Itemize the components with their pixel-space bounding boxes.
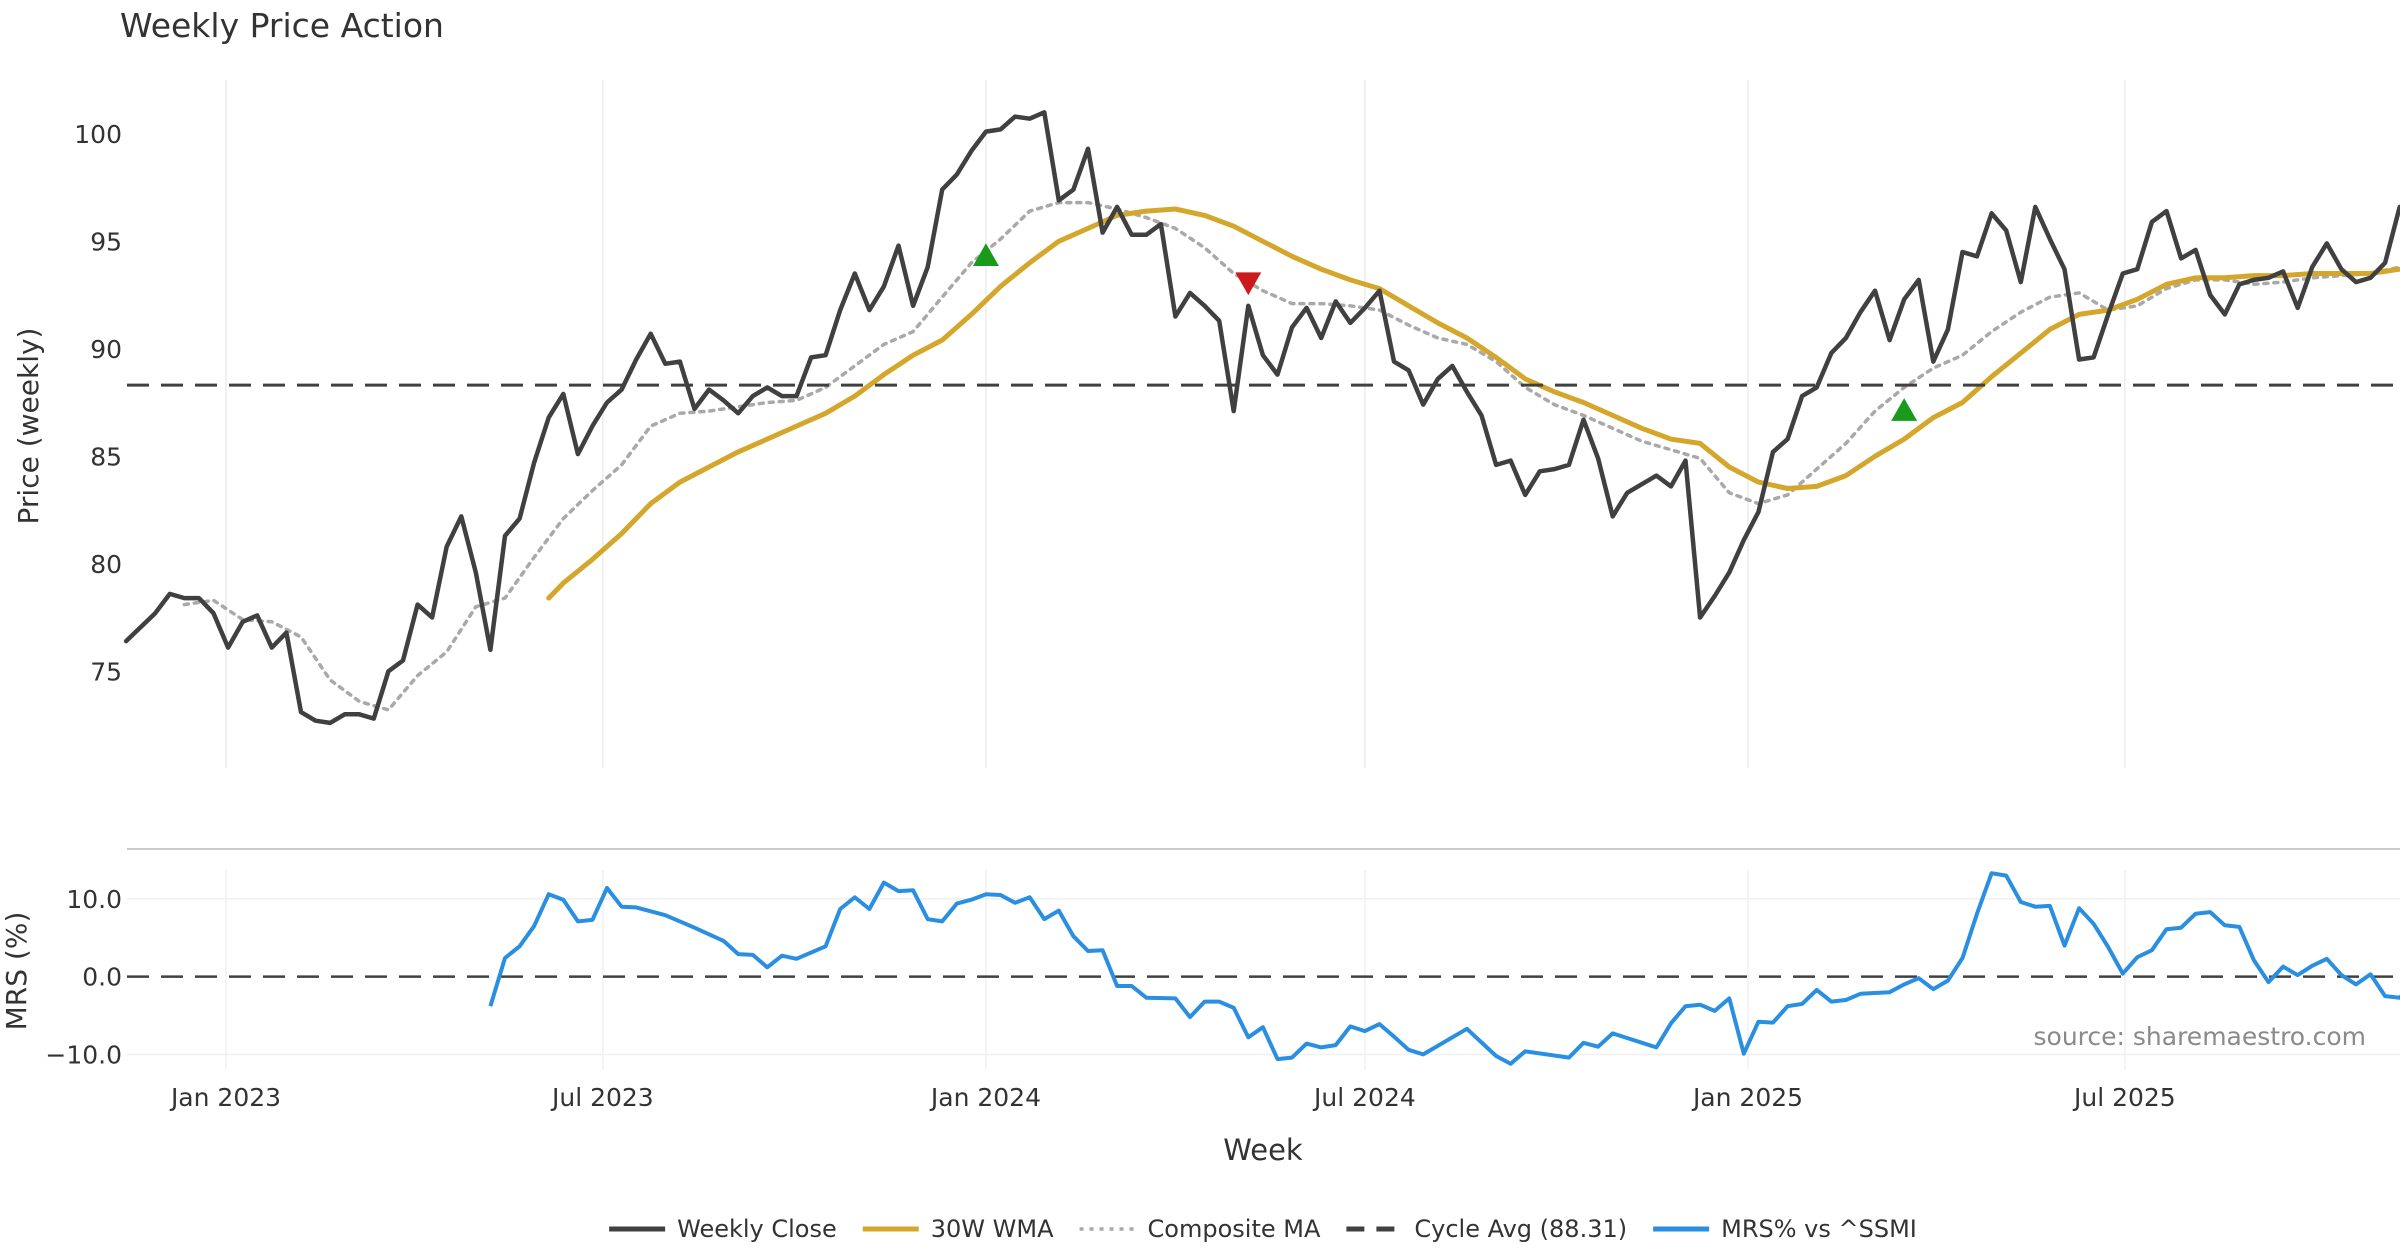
sell-signal-marker — [1235, 272, 1262, 296]
price-gridlines — [225, 80, 2126, 768]
x-axis-label: Week — [1223, 1133, 1303, 1167]
signal-markers — [972, 243, 1918, 421]
legend-label: MRS% vs ^SSMI — [1721, 1215, 1917, 1243]
price-y-axis-label: Price (weekly) — [12, 328, 45, 525]
mrs-y-ticks: 10.0 0.0 −10.0 — [45, 885, 122, 1070]
mrs-line — [488, 871, 2400, 1066]
x-tick-label: Jul 2025 — [2072, 1083, 2176, 1112]
legend-item: 30W WMA — [862, 1215, 1054, 1243]
legend-label: Cycle Avg (88.31) — [1414, 1215, 1627, 1243]
price-panel: 75 80 85 90 95 100 Price (weekly) — [12, 80, 2400, 768]
mrs-y-tick-label: 10.0 — [66, 885, 122, 914]
price-y-ticks: 75 80 85 90 95 100 — [74, 120, 122, 687]
legend-label: Weekly Close — [677, 1215, 837, 1243]
mrs-panel: 10.0 0.0 −10.0 MRS (%) source: sharemaestr… — [0, 870, 2400, 1070]
x-tick-label: Jan 2023 — [169, 1083, 281, 1112]
x-tick-label: Jan 2025 — [1691, 1083, 1803, 1112]
mrs-series — [127, 871, 2400, 1066]
wma-30w-line — [546, 206, 2400, 601]
legend-item: Cycle Avg (88.31) — [1346, 1215, 1627, 1243]
legend: Weekly Close 30W WMA Composite MA Cycle Avg… — [609, 1215, 1917, 1243]
x-tick-label: Jul 2023 — [550, 1083, 654, 1112]
x-tick-label: Jul 2024 — [1312, 1083, 1416, 1112]
mrs-y-axis-label: MRS (%) — [0, 912, 33, 1031]
mrs-y-tick-label: 0.0 — [82, 963, 122, 992]
x-tick-label: Jan 2024 — [929, 1083, 1041, 1112]
buy-signal-marker — [1891, 398, 1918, 421]
weekly-close-line — [123, 110, 2400, 726]
legend-item: MRS% vs ^SSMI — [1653, 1215, 1917, 1243]
price-y-tick-label: 85 — [90, 442, 122, 471]
price-y-tick-label: 95 — [90, 227, 122, 256]
buy-signal-marker — [972, 243, 999, 267]
price-series — [123, 110, 2400, 726]
source-annotation: source: sharemaestro.com — [2034, 1022, 2367, 1051]
price-y-tick-label: 75 — [90, 657, 122, 686]
chart-title: Weekly Price Action — [120, 6, 444, 45]
price-y-tick-label: 80 — [90, 550, 122, 579]
composite-ma-line — [182, 200, 2400, 712]
legend-label: 30W WMA — [931, 1215, 1054, 1243]
price-y-tick-label: 90 — [90, 335, 122, 364]
legend-item: Composite MA — [1079, 1215, 1321, 1243]
price-y-tick-label: 100 — [74, 120, 122, 149]
mrs-y-tick-label: −10.0 — [45, 1040, 122, 1069]
x-axis-ticks: Jan 2023 Jul 2023 Jan 2024 Jul 2024 Jan 2025… — [169, 1083, 2176, 1112]
legend-label: Composite MA — [1148, 1215, 1321, 1243]
legend-item: Weekly Close — [609, 1215, 837, 1243]
